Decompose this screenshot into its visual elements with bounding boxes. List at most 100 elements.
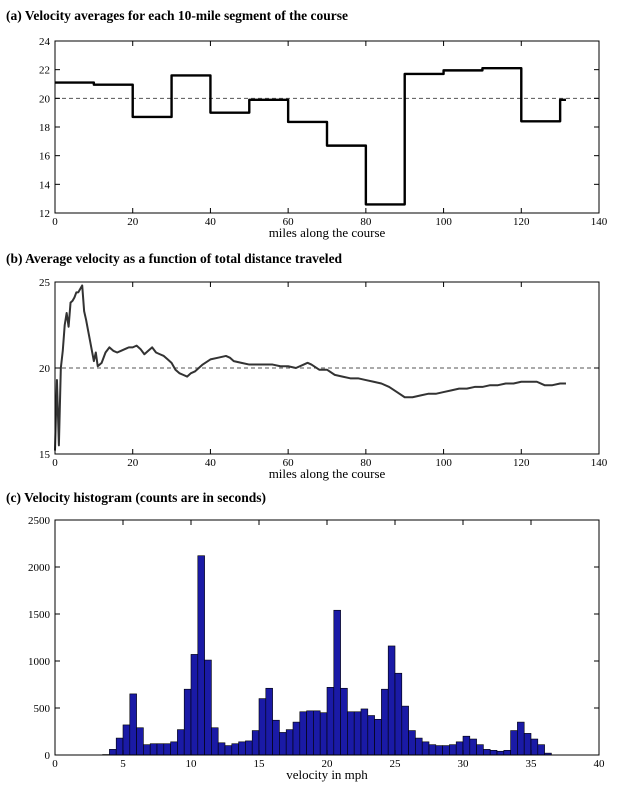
x-tick-label: 120 [513,216,530,228]
x-tick-label: 60 [283,216,295,228]
x-tick-label: 10 [186,758,198,770]
histogram-bar [428,744,437,756]
x-tick-label: 25 [390,758,402,770]
histogram-bar [115,737,124,756]
histogram-bar [292,721,301,756]
histogram-bar [503,749,511,756]
x-tick-label: 60 [283,457,295,469]
histogram-bar [394,672,403,756]
histogram-bar [326,687,335,756]
histogram-bar [265,687,273,756]
histogram-bar [197,555,205,756]
histogram-bar [517,721,525,756]
histogram-bar [462,735,471,756]
histogram-bar [408,730,416,756]
histogram-bar [129,693,137,756]
x-tick-label: 100 [435,457,452,469]
histogram-bar [109,749,117,756]
x-tick-label: 0 [52,758,58,770]
y-tick-label: 24 [39,36,51,48]
histogram-bar [537,744,545,756]
y-tick-label: 2000 [28,562,51,574]
histogram-bar [483,749,491,756]
x-tick-label: 80 [360,216,372,228]
x-tick-label: 20 [127,457,139,469]
x-tick-label: 0 [52,216,58,228]
histogram-bar [381,688,389,756]
histogram-bar [299,711,307,756]
histogram-bar [415,737,423,756]
x-tick-label: 100 [435,216,452,228]
histogram-bar [530,738,539,756]
series-line [55,67,566,206]
histogram-bar [306,710,314,756]
histogram-bar [476,744,484,756]
y-tick-label: 22 [39,65,50,77]
histogram-bar [435,745,443,756]
histogram-bar [149,743,158,756]
y-tick-label: 1000 [28,656,51,668]
histogram-bar [374,718,382,756]
histogram-bar [347,711,355,756]
x-tick-label: 140 [591,216,608,228]
histogram-bar [224,745,233,756]
y-tick-label: 20 [39,363,51,375]
y-tick-label: 18 [39,122,51,134]
histogram-bar [211,727,219,756]
x-tick-label: 35 [526,758,538,770]
histogram-bar [387,645,396,756]
histogram-bar [313,710,321,756]
y-tick-label: 500 [34,703,51,715]
x-tick-label: 140 [591,457,608,469]
panel-a-title: (a) Velocity averages for each 10-mile s… [6,8,349,23]
histogram-bar [272,719,280,756]
histogram-bar [217,742,226,756]
histogram-bar [523,733,532,756]
histogram-bar [285,729,294,756]
x-tick-label: 5 [120,758,126,770]
x-tick-label: 120 [513,457,530,469]
x-tick-label: 80 [360,457,372,469]
histogram-bar [421,741,430,756]
chart-a: 0 20 40 60 80 100 120 140 12 14 16 18 20 22 24 miles al… [39,36,608,240]
chart-b: 0 20 40 60 80 100 120 140 15 20 25 miles along the … [39,277,608,481]
y-tick-label: 12 [39,208,50,220]
x-axis-label: miles along the course [269,466,386,481]
histogram-bar [449,744,457,756]
y-tick-label: 0 [45,750,51,762]
histogram-bar [340,687,348,756]
histogram-bar [510,730,518,756]
histogram-bar [333,609,341,756]
histogram-bar [122,724,131,756]
x-tick-label: 40 [594,758,606,770]
y-tick-label: 1500 [28,609,51,621]
histogram-bar [353,711,362,756]
histogram-bar [319,712,328,756]
y-tick-label: 2500 [28,515,51,527]
y-tick-label: 15 [39,449,51,461]
histogram-bar [258,698,267,756]
histogram-bar [360,708,369,756]
histogram-bar [279,732,287,756]
histogram-bar [136,727,144,756]
panel-b-title: (b) Average velocity as a function of to… [6,251,343,266]
histogram-bar [251,730,260,756]
y-tick-label: 14 [39,179,51,191]
histogram-bar [245,740,253,756]
y-tick-label: 20 [39,93,51,105]
histogram-bar [190,654,199,756]
histogram-bar [367,715,375,756]
y-tick-label: 25 [39,277,51,289]
x-tick-label: 20 [127,216,139,228]
series-line [54,284,566,451]
y-tick-label: 16 [39,151,51,163]
histogram-bar [183,688,192,756]
histogram-bar [455,741,464,756]
x-tick-label: 40 [205,457,217,469]
histogram-bar [496,750,505,756]
x-tick-label: 15 [254,758,266,770]
histogram-bar [156,743,165,756]
histogram-bar [238,741,246,756]
histogram-bar [442,745,450,756]
